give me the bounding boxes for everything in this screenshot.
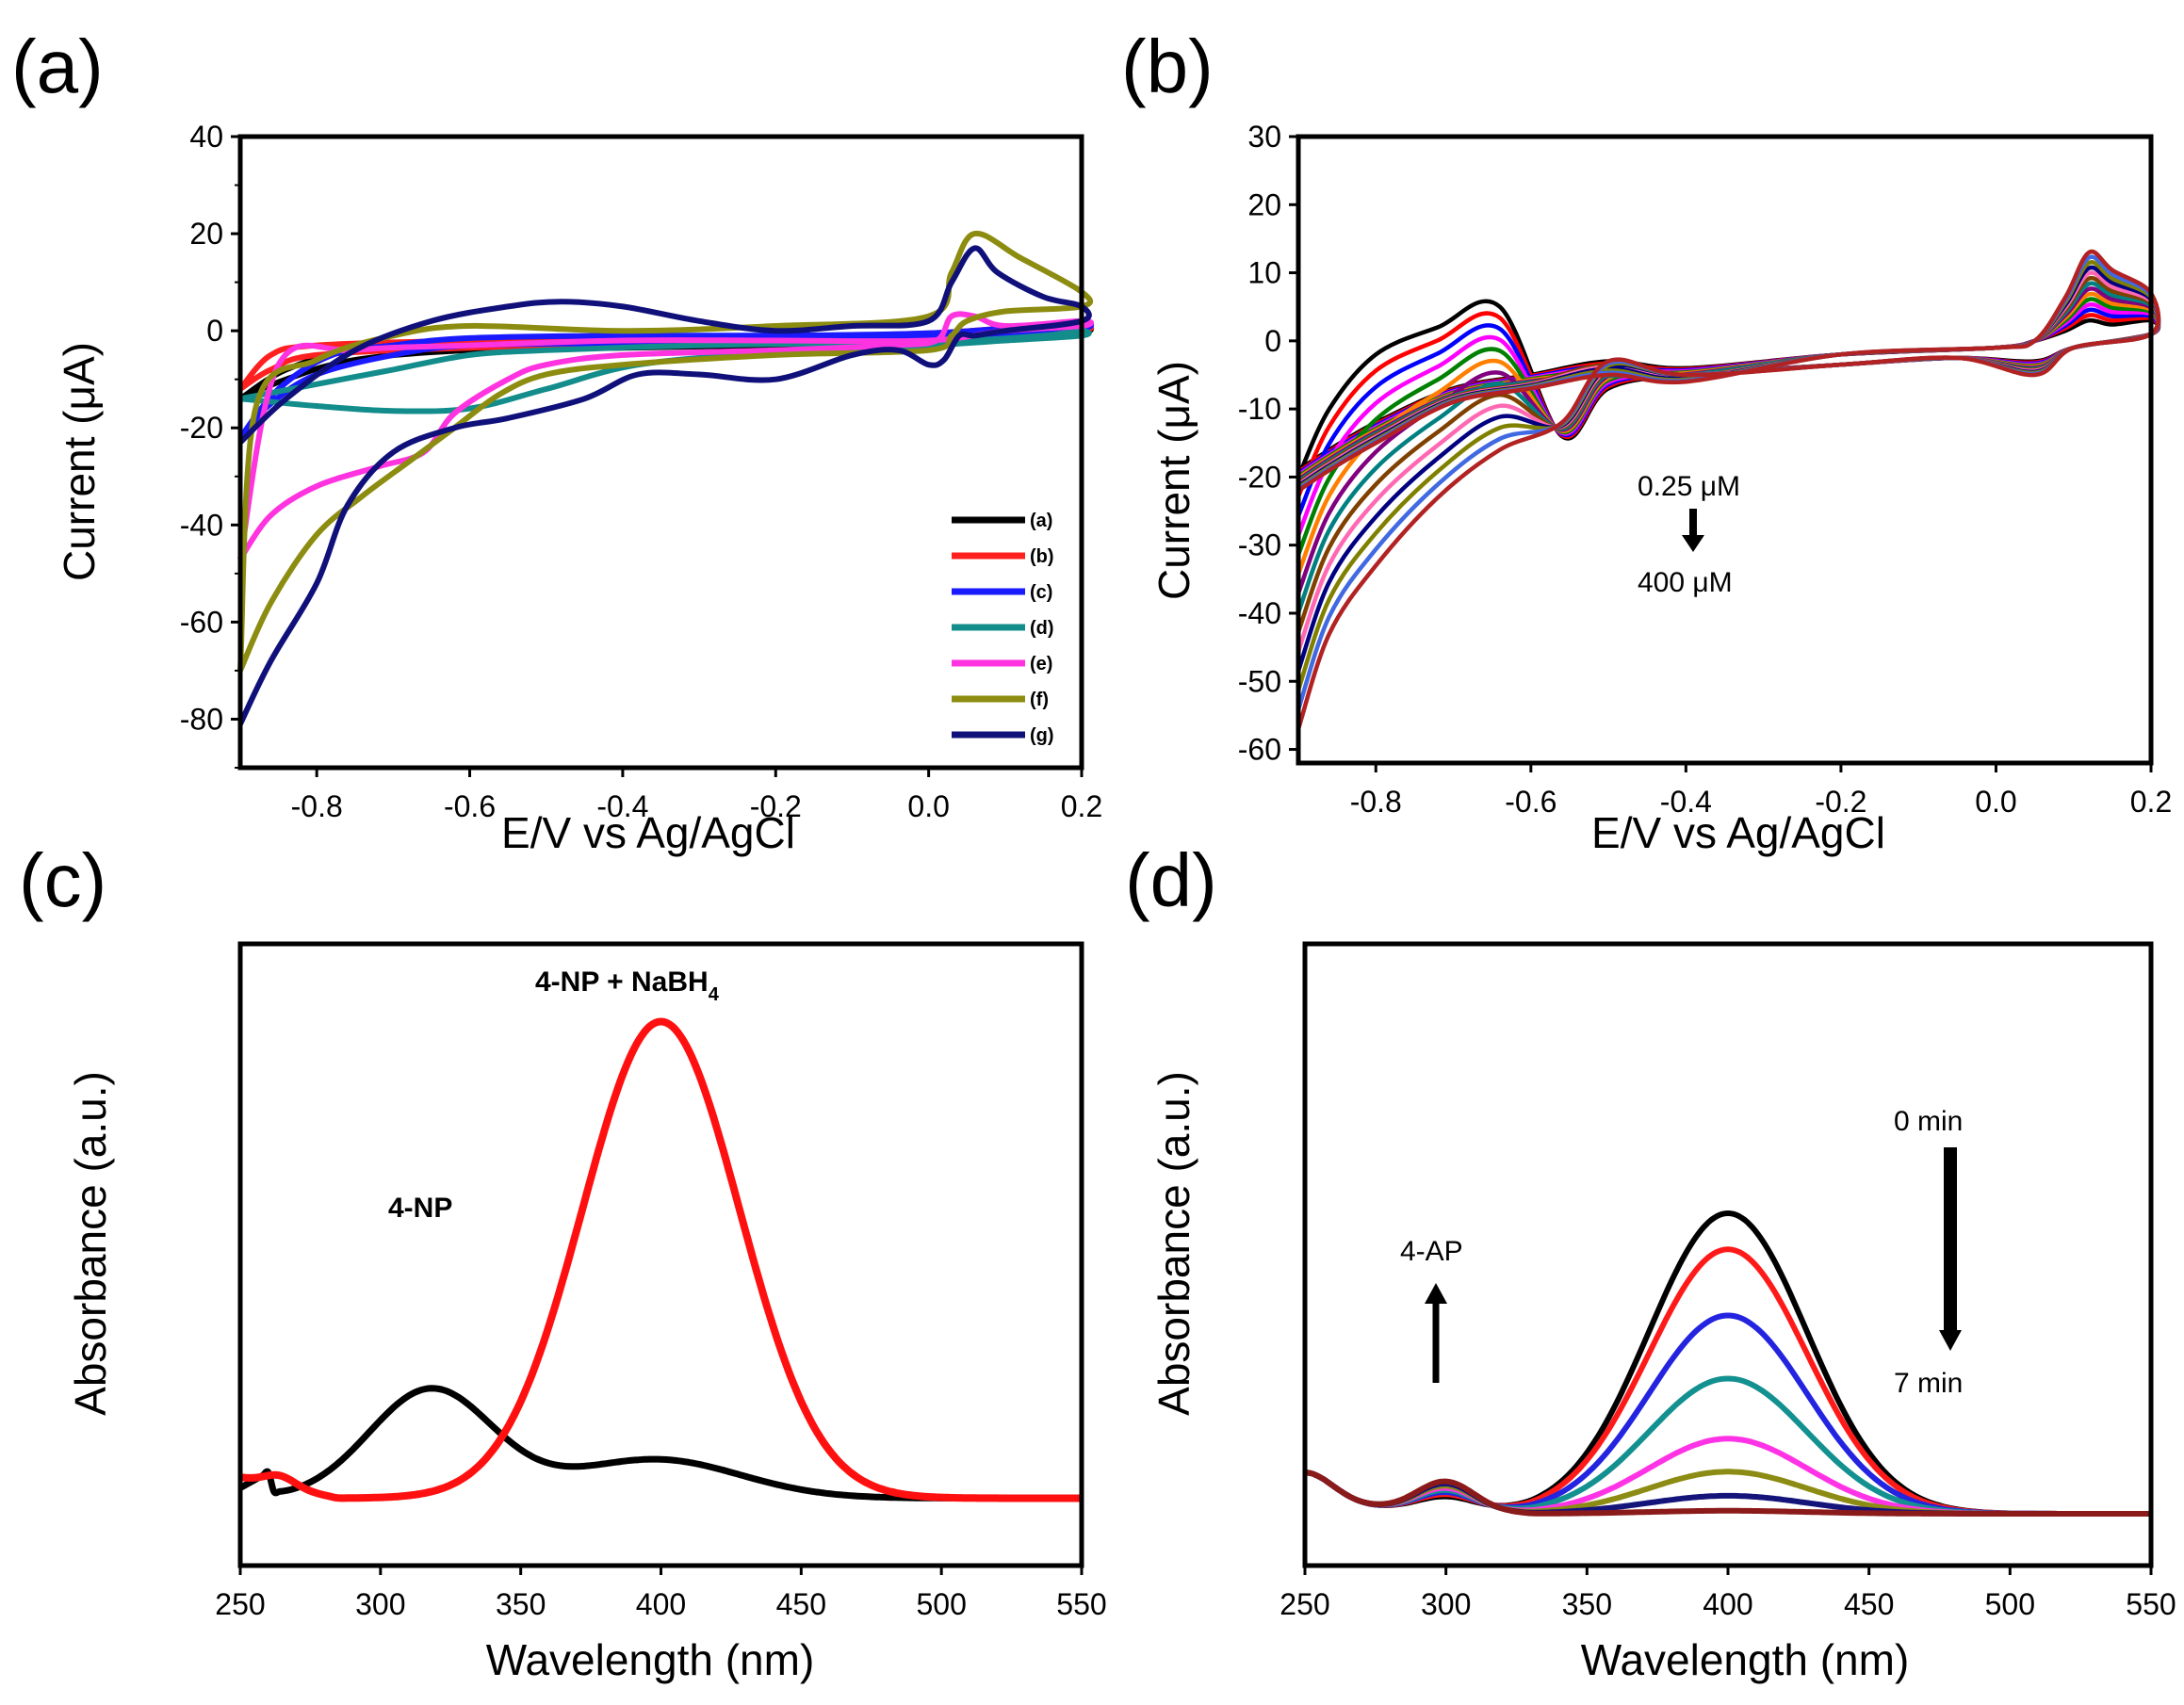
panel-d-label: (d): [1125, 838, 1217, 922]
panel-a-legend-label: (a): [1030, 511, 1052, 531]
panel-a-legend-label: (d): [1030, 618, 1054, 639]
panel-d-up-arrowhead: [1425, 1283, 1447, 1304]
panel-d-xtick-label: 250: [1279, 1587, 1329, 1621]
panel-d-xtick-label: 300: [1421, 1587, 1471, 1621]
panel-a-ytick-label: -60: [180, 605, 223, 639]
panel-d-xtick-label: 400: [1703, 1587, 1752, 1621]
panel-d: (d) 250 300 350 400 450 500 550 Wavelength (nm…: [1125, 838, 2176, 1684]
panel-b-xtick-label: -0.6: [1505, 785, 1557, 819]
panel-d-series-4: [1304, 1436, 2151, 1518]
panel-c-series-4np: [238, 1385, 1082, 1502]
panel-b-ytick-label: -20: [1238, 460, 1281, 494]
panel-d-label-end: 7 min: [1894, 1368, 1963, 1399]
panel-b-series-14: [1296, 249, 2161, 730]
panel-a-legend-label: (b): [1030, 546, 1054, 567]
panel-a-series-f: [237, 231, 1094, 673]
panel-b-xtick-label: 0.0: [1975, 785, 2016, 819]
panel-c-xtick-label: 300: [355, 1587, 405, 1621]
panel-a-ytick-label: -80: [180, 702, 223, 736]
panel-b-label: (b): [1121, 24, 1214, 108]
panel-a-legend-label: (c): [1030, 582, 1052, 603]
panel-a-series-d: [239, 328, 1092, 414]
panel-c-xtick-label: 350: [496, 1587, 546, 1621]
panel-a-ylabel: Current (μA): [55, 342, 104, 581]
panel-d-xtick-label: 550: [2126, 1587, 2176, 1621]
panel-b-ytick-label: -30: [1238, 528, 1281, 562]
panel-c: (c) 250 300 350 400 450 500 550 Wavelength (nm…: [19, 838, 1107, 1684]
panel-b-arrowhead: [1682, 535, 1704, 552]
panel-a-legend: (a) (b) (c) (d) (e) (f) (g): [952, 511, 1054, 746]
panel-a-xtick-label: 0.0: [907, 789, 949, 823]
panel-c-ylabel: Absorbance (a.u.): [66, 1071, 115, 1416]
panel-b-xtick-label: -0.2: [1815, 785, 1866, 819]
panel-a-xtick-label: -0.8: [291, 789, 343, 823]
panel-a: (a) -0.8 -0.6 -0.4 -0.2 0.0 0.2 -80 -60 -40 -20 0…: [11, 24, 1102, 857]
panel-b-ytick-label: -10: [1238, 392, 1281, 426]
panel-c-frame: [237, 941, 1084, 1568]
panel-d-down-arrowhead: [1939, 1330, 1962, 1351]
panel-a-xtick-label: -0.4: [596, 789, 648, 823]
panel-a-ytick-label: -40: [180, 508, 223, 542]
panel-b-ytick-label: 10: [1247, 256, 1281, 290]
panel-c-series-4np-nabh4: [239, 1017, 1082, 1502]
panel-d-series-7: [1304, 1470, 2151, 1518]
panel-a-xtick-label: -0.2: [750, 789, 802, 823]
panel-b: (b) -0.8 -0.6 -0.4 -0.2 0.0 0.2 -60 -50 -40 -30 -…: [1121, 24, 2172, 857]
panel-b-xtick-label: 0.2: [2130, 785, 2172, 819]
panel-c-label-main: 4-NP + NaBH: [535, 966, 709, 998]
panel-c-xtick-label: 550: [1056, 1587, 1106, 1621]
panel-a-xtick-label: 0.2: [1061, 789, 1102, 823]
panel-c-label: (c): [19, 838, 106, 922]
panel-a-ytick-label: -20: [180, 411, 223, 445]
panel-c-label-4np: 4-NP: [388, 1193, 452, 1224]
panel-b-frame: [1296, 134, 2154, 766]
panel-b-ytick-label: 30: [1247, 120, 1281, 154]
panel-d-ylabel: Absorbance (a.u.): [1149, 1071, 1198, 1416]
panel-d-xtick-label: 450: [1844, 1587, 1894, 1621]
panel-c-xlabel: Wavelength (nm): [486, 1635, 815, 1684]
panel-c-xtick-label: 400: [636, 1587, 686, 1621]
panel-d-label-4ap: 4-AP: [1400, 1236, 1463, 1267]
panel-d-xlabel: Wavelength (nm): [1581, 1635, 1910, 1684]
panel-d-label-start: 0 min: [1894, 1106, 1963, 1137]
panel-c-xtick-label: 250: [215, 1587, 265, 1621]
panel-a-ytick-label: 40: [189, 120, 223, 154]
panel-b-ylabel: Current (μA): [1149, 361, 1198, 600]
panel-b-series-11: [1296, 265, 2161, 672]
panel-b-ytick-label: 0: [1264, 324, 1281, 358]
panel-a-series-g: [237, 245, 1092, 725]
panel-c-label-sub: 4: [709, 984, 720, 1005]
panel-b-xtick-label: -0.8: [1350, 785, 1402, 819]
panel-b-series-6: [1296, 291, 2161, 576]
panel-a-legend-label: (g): [1030, 725, 1054, 746]
panel-a-xlabel: E/V vs Ag/AgCl: [501, 808, 795, 857]
panel-d-frame: [1302, 941, 2154, 1568]
panel-a-xtick-label: -0.6: [444, 789, 496, 823]
panel-a-ytick-label: 20: [189, 217, 223, 251]
panel-a-legend-label: (f): [1030, 690, 1049, 710]
panel-a-frame: [237, 134, 1084, 771]
panel-b-xlabel: E/V vs Ag/AgCl: [1591, 808, 1885, 857]
panel-b-xtick-label: -0.4: [1660, 785, 1712, 819]
panel-d-xtick-label: 500: [1985, 1587, 2035, 1621]
panel-a-legend-label: (e): [1030, 654, 1052, 674]
panel-a-ytick-label: 0: [206, 314, 223, 348]
panel-b-annotation-end: 400 μM: [1638, 567, 1733, 598]
panel-b-ytick-label: -50: [1238, 664, 1281, 698]
panel-b-annotation-start: 0.25 μM: [1638, 471, 1740, 502]
panel-c-xtick-label: 500: [916, 1587, 966, 1621]
panel-c-label-4np-nabh4: 4-NP + NaBH4: [535, 966, 720, 1005]
panel-a-label: (a): [11, 24, 104, 108]
panel-c-xtick-label: 450: [776, 1587, 826, 1621]
panel-b-ytick-label: -60: [1238, 733, 1281, 767]
panel-b-ytick-label: 20: [1247, 187, 1281, 221]
panel-d-xtick-label: 350: [1562, 1587, 1612, 1621]
panel-b-ytick-label: -40: [1238, 596, 1281, 630]
